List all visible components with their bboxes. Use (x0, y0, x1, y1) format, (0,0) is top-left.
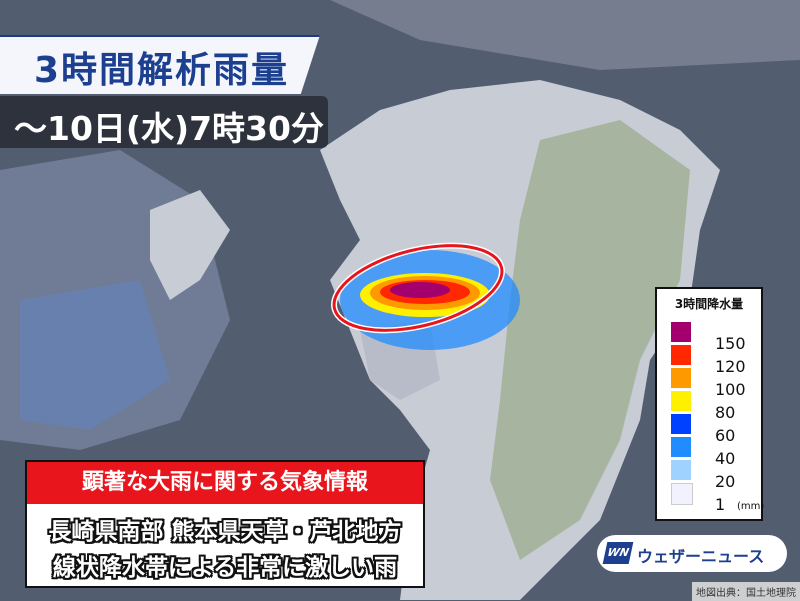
timestamp: ～10日(水)7時30分 (14, 109, 324, 148)
legend-label: 1 (715, 495, 726, 514)
page-title: 3時間解析雨量 (34, 50, 290, 91)
legend-label: 20 (715, 472, 736, 491)
info-line-2: 線状降水帯による非常に激しい雨 (52, 555, 398, 581)
rain-area-sw (20, 280, 170, 430)
info-box: 顕著な大雨に関する気象情報 長崎県南部 熊本県天草・芦北地方 線状降水帯による非… (25, 460, 425, 588)
legend-unit: (mm) (737, 501, 765, 512)
legend-swatch (671, 391, 691, 411)
legend: 3時間降水量 150 120 100 80 60 40 20 1 (mm) (655, 287, 765, 521)
legend-label: 150 (715, 334, 746, 353)
legend-swatch (671, 460, 691, 480)
legend-swatch (671, 437, 691, 457)
rain-area-north (330, 0, 800, 70)
legend-swatch (671, 483, 693, 505)
legend-title: 3時間降水量 (674, 297, 744, 311)
legend-swatch (671, 414, 691, 434)
legend-label: 120 (715, 357, 746, 376)
rain-band-highlight-ellipse-red (332, 244, 504, 332)
logo-text: ウェザーニュース (637, 547, 765, 566)
logo-mark-icon: WN (602, 542, 634, 564)
legend-label: 40 (715, 449, 736, 468)
land-green-east (490, 120, 690, 560)
title-banner: 3時間解析雨量 (0, 35, 320, 94)
timestamp-box: ～10日(水)7時30分 (0, 96, 328, 148)
info-line-1: 長崎県南部 熊本県天草・芦北地方 (48, 519, 402, 545)
islands-goto (150, 190, 230, 300)
rain-band-purple (390, 282, 450, 298)
legend-label: 80 (715, 403, 736, 422)
weathernews-logo: WN ウェザーニュース (597, 535, 787, 572)
legend-label: 100 (715, 380, 746, 399)
legend-swatch (671, 345, 691, 365)
info-heading: 顕著な大雨に関する気象情報 (27, 462, 423, 504)
legend-swatch (671, 368, 691, 388)
legend-label: 60 (715, 426, 736, 445)
legend-swatch (671, 322, 691, 342)
map-credit: 地図出典：国土地理院 (692, 582, 800, 601)
